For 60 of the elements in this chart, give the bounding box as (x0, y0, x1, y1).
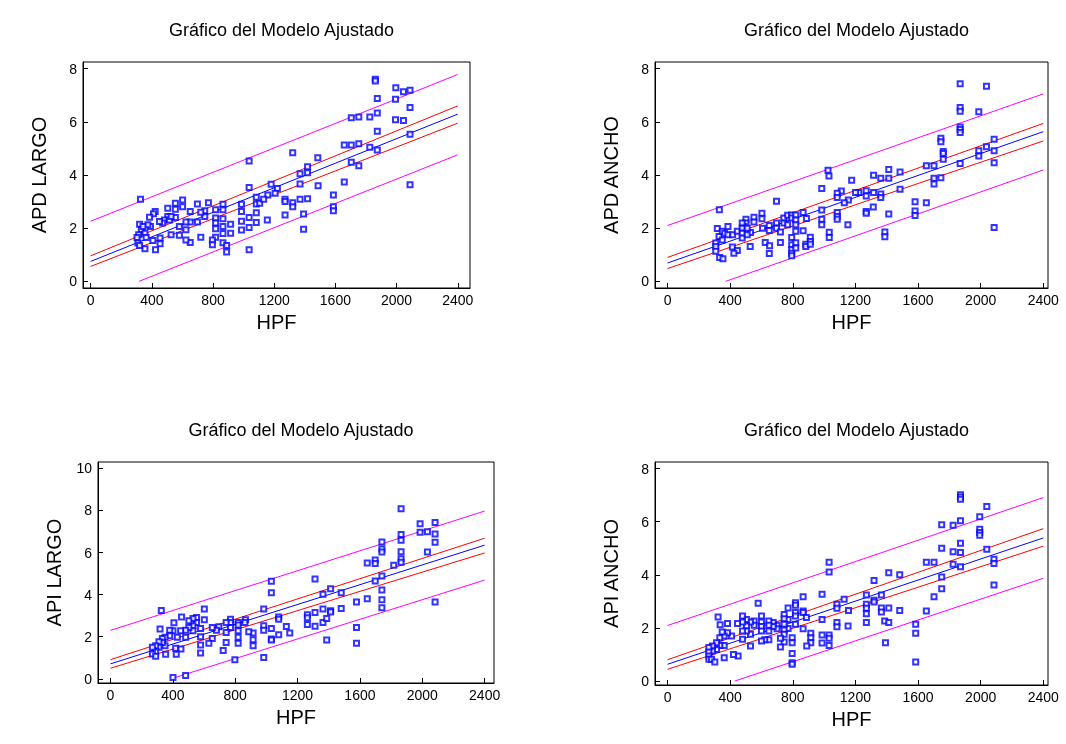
x-axis-title: HPF (831, 310, 872, 333)
y-axis-title: APD LARGO (28, 116, 50, 234)
y-tick-label: 2 (641, 619, 650, 636)
y-tick-label: 4 (84, 586, 93, 603)
y-tick-label: 4 (641, 167, 650, 183)
x-tick-label: 800 (781, 689, 805, 705)
x-tick-label: 800 (201, 292, 225, 308)
y-axis-title: API LARGO (43, 518, 65, 627)
y-tick-label: 4 (69, 167, 78, 183)
x-tick-label: 0 (106, 687, 115, 703)
x-tick-label: 1200 (839, 689, 872, 705)
x-tick-label: 400 (718, 689, 743, 705)
y-tick-label: 2 (69, 220, 78, 237)
x-tick-label: 1600 (902, 292, 934, 308)
x-axis-title: HPF (256, 310, 297, 333)
x-tick-label: 400 (140, 292, 164, 308)
x-tick-label: 2000 (406, 687, 439, 703)
x-tick-label: 2400 (1027, 292, 1060, 308)
y-tick-label: 6 (641, 513, 650, 530)
y-tick-label: 4 (641, 566, 650, 583)
x-axis-title: HPF (276, 705, 316, 728)
x-tick-label: 0 (663, 689, 672, 705)
chart-title: Gráfico del Modelo Ajustado (188, 420, 414, 440)
y-tick-label: 6 (641, 113, 650, 130)
x-tick-label: 800 (781, 292, 805, 308)
y-axis-title: API ANCHO (600, 519, 622, 628)
x-tick-label: 1200 (839, 292, 872, 308)
y-tick-label: 6 (84, 544, 93, 561)
chart-title: Gráfico del Modelo Ajustado (168, 20, 395, 40)
x-tick-label: 1600 (902, 689, 934, 705)
x-tick-label: 800 (223, 687, 248, 703)
y-tick-label: 10 (76, 460, 93, 477)
y-tick-label: 0 (84, 670, 93, 687)
x-tick-label: 2400 (442, 292, 474, 308)
x-tick-label: 2000 (965, 689, 997, 705)
x-tick-label: 400 (161, 687, 185, 703)
y-tick-label: 0 (641, 273, 650, 290)
y-tick-label: 8 (641, 460, 650, 477)
y-tick-label: 8 (84, 502, 93, 519)
x-tick-label: 0 (663, 292, 672, 308)
x-tick-label: 2400 (1027, 689, 1060, 705)
y-tick-label: 6 (69, 113, 78, 130)
x-tick-label: 1600 (344, 687, 376, 703)
x-tick-label: 1600 (319, 292, 352, 308)
chart-title: Gráfico del Modelo Ajustado (743, 20, 970, 40)
x-axis-title: HPF (831, 707, 872, 730)
x-tick-label: 2000 (965, 292, 997, 308)
x-tick-label: 1200 (258, 292, 290, 308)
y-tick-label: 0 (69, 273, 78, 290)
y-tick-label: 2 (641, 220, 650, 237)
x-tick-label: 2400 (469, 687, 501, 703)
y-tick-label: 0 (641, 673, 650, 690)
chart-title: Gráfico del Modelo Ajustado (743, 420, 970, 440)
y-tick-label: 2 (84, 628, 93, 645)
y-tick-label: 8 (641, 60, 650, 77)
y-axis-title: APD ANCHO (600, 116, 622, 234)
y-tick-label: 8 (69, 60, 78, 77)
x-tick-label: 1200 (281, 687, 314, 703)
x-tick-label: 2000 (381, 292, 413, 308)
x-tick-label: 400 (718, 292, 743, 308)
